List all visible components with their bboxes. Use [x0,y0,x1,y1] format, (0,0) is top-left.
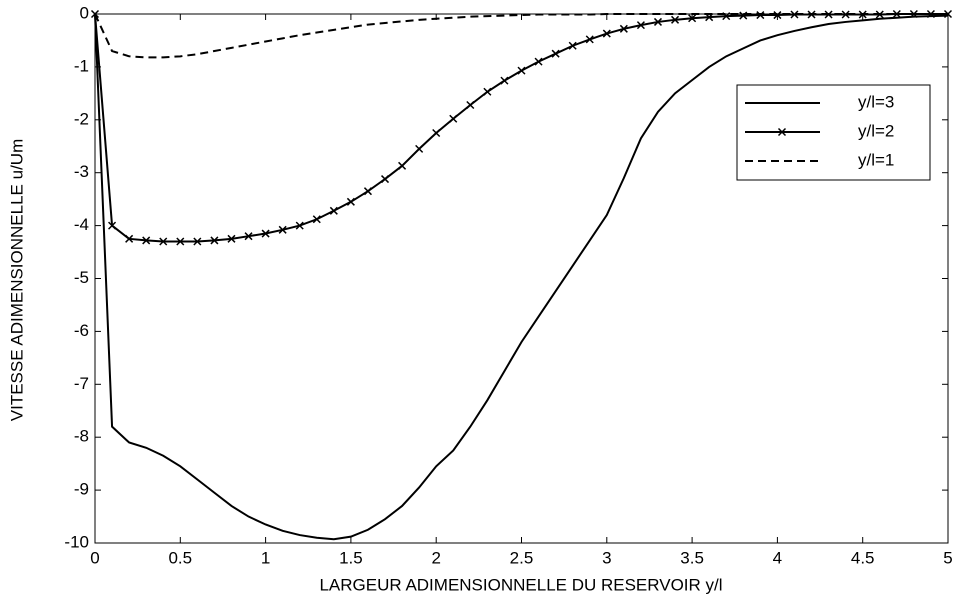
data-marker [636,21,645,30]
y-tick-label: -5 [74,268,89,287]
y-tick-label: -3 [74,162,89,181]
data-marker [125,234,134,243]
x-tick-label: 3.5 [680,548,704,567]
data-marker [398,161,407,170]
x-tick-label: 4 [773,548,782,567]
data-marker [500,76,509,85]
legend-label: y/l=3 [858,92,894,111]
data-marker [619,24,628,33]
legend-marker [777,127,787,137]
y-tick-label: -8 [74,427,89,446]
data-marker [432,128,441,138]
x-tick-label: 2 [431,548,440,567]
data-marker [551,49,560,58]
x-tick-label: 4.5 [851,548,875,567]
data-marker [483,87,492,96]
data-marker [688,14,697,23]
data-marker [363,187,372,196]
data-marker [159,237,168,246]
x-tick-label: 3 [602,548,611,567]
legend-label: y/l=1 [858,150,894,169]
data-marker [756,11,765,20]
data-marker [892,9,901,19]
series-line [94,13,948,59]
data-marker [534,57,543,66]
series-line [94,13,949,541]
y-tick-label: -6 [74,321,89,340]
data-marker [841,10,850,19]
data-marker [449,114,458,123]
data-marker [244,232,253,241]
y-tick-label: 0 [80,3,89,22]
x-tick-label: 1.5 [339,548,363,567]
data-marker [415,144,424,153]
x-tick-label: 1 [261,548,270,567]
y-axis-label: VITESSE ADIMENSIONNELLE u/Um [7,139,26,421]
data-marker [585,35,594,44]
data-marker [261,229,270,238]
x-tick-label: 2.5 [510,548,534,567]
data-marker [295,221,304,230]
data-marker [790,10,799,19]
data-marker [671,15,680,24]
data-marker [568,41,577,50]
data-marker [380,175,390,184]
data-marker [773,11,782,20]
data-marker [108,221,117,230]
y-tick-label: -10 [64,532,89,551]
data-marker [176,237,185,246]
data-marker [312,215,321,224]
x-axis-label: LARGEUR ADIMENSIONNELLE DU RESERVOIR y/l [319,575,722,594]
y-tick-label: -7 [74,374,89,393]
data-marker [142,236,151,245]
x-tick-label: 0.5 [168,548,192,567]
data-marker [653,17,663,26]
data-marker [193,237,202,246]
legend-label: y/l=2 [858,121,894,140]
y-tick-label: -4 [74,215,89,234]
data-marker [602,29,611,38]
data-marker [517,66,526,75]
data-marker [346,197,355,206]
data-marker [943,9,953,19]
y-tick-label: -9 [74,480,89,499]
x-tick-label: 5 [943,548,952,567]
data-marker [278,225,287,234]
data-marker [329,206,338,215]
y-tick-label: -1 [74,56,89,75]
data-marker [227,234,236,243]
y-tick-label: -2 [74,109,89,128]
data-marker [210,236,219,245]
data-marker [466,100,475,110]
x-tick-label: 0 [90,548,99,567]
